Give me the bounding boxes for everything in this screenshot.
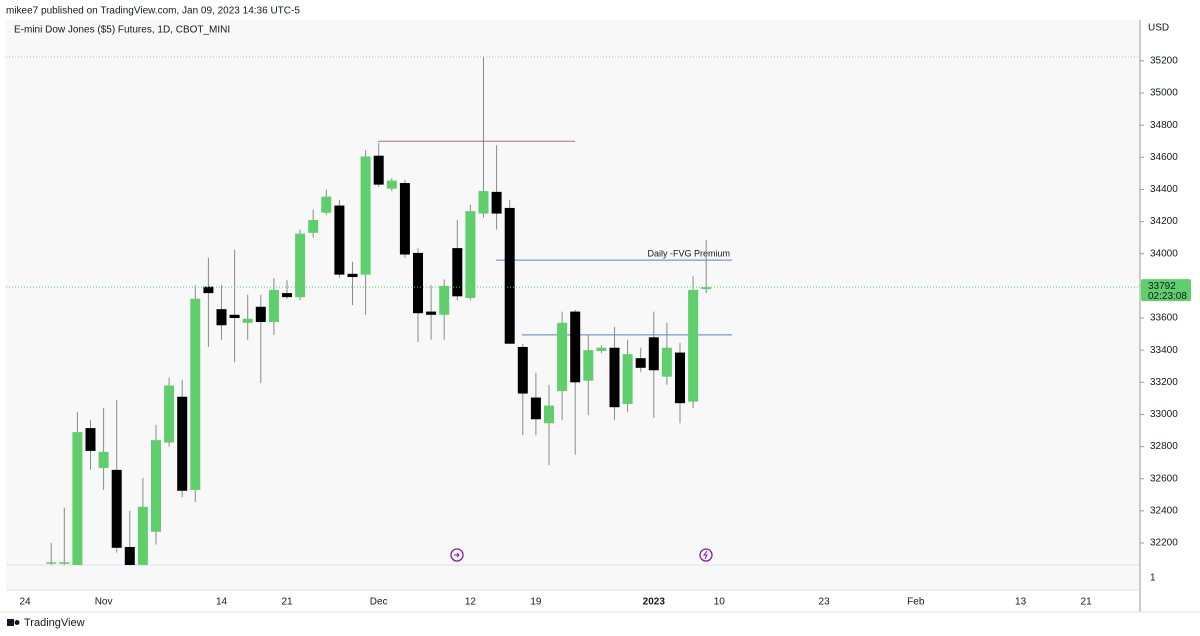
candle-body [347, 273, 358, 278]
candle-body [504, 207, 515, 344]
y-tick-label: 34800 [1150, 120, 1178, 131]
y-tick-label: 34000 [1150, 248, 1178, 259]
candle-body [570, 311, 581, 383]
candle-body [360, 156, 371, 275]
y-tick-label: 33600 [1150, 313, 1178, 324]
candle-body [465, 211, 476, 298]
brand: TradingView [24, 617, 85, 629]
y-tick-label: 34200 [1150, 216, 1178, 227]
x-tick-label: Dec [370, 597, 388, 608]
candle-body [373, 155, 384, 185]
candle-body [439, 285, 450, 315]
candle-body [426, 311, 437, 315]
candle-body [609, 347, 620, 408]
y-tick-label: 35000 [1150, 88, 1178, 99]
candle-body [203, 286, 214, 294]
candle-body [648, 337, 659, 371]
y-tick-label: 33000 [1150, 409, 1178, 420]
x-tick-label: 21 [1081, 597, 1093, 608]
candle-body [242, 318, 253, 323]
y-tick-label: 33200 [1150, 377, 1178, 388]
candle-body [216, 309, 227, 326]
y-tick-label: 35200 [1150, 56, 1178, 67]
level-label: Daily -FVG Premium [647, 249, 730, 259]
plot: Daily -FVG Premium [6, 56, 1140, 565]
candle-body [268, 289, 279, 323]
candle-body [72, 432, 83, 565]
event-icon [450, 548, 464, 562]
candle-body [452, 248, 463, 297]
candle-body [308, 219, 319, 233]
candle-body [557, 322, 568, 392]
candle-body [661, 347, 672, 377]
y-tick-label: 34600 [1150, 152, 1178, 163]
chart-title: E-mini Dow Jones ($5) Futures, 1D, CBOT_… [14, 25, 230, 36]
candle-body [46, 562, 57, 564]
tv-logo [7, 619, 20, 626]
candle-body [229, 314, 240, 319]
x-tick-label: 23 [819, 597, 831, 608]
x-tick-label: Feb [907, 597, 925, 608]
x-tick-label: 21 [281, 597, 293, 608]
candle-body [177, 396, 188, 491]
candle-body [321, 196, 332, 213]
event-icon [699, 548, 713, 562]
publisher: mikee7 published on TradingView.com, Jan… [6, 6, 300, 17]
candle-body [98, 451, 109, 468]
x-tick-label: 13 [1015, 597, 1027, 608]
last-price-tag [1141, 279, 1191, 302]
candle-body [59, 562, 70, 564]
x-tick-label: 12 [465, 597, 477, 608]
y-tick-label: 32800 [1150, 441, 1178, 452]
candle-body [151, 440, 161, 532]
y-tick-label: 32400 [1150, 505, 1178, 516]
candle-body [583, 350, 594, 381]
candle-body [491, 191, 502, 214]
candle-body [478, 191, 489, 214]
currency: USD [1148, 23, 1169, 34]
candle-body [399, 183, 410, 255]
y-tick-label: 33400 [1150, 345, 1178, 356]
y-tick-label: 32200 [1150, 538, 1178, 549]
candle-body [190, 298, 201, 490]
candle-body [701, 287, 712, 290]
candle-body [334, 205, 345, 275]
candle-body [164, 385, 175, 443]
candle-body [544, 405, 554, 424]
candle-body [688, 289, 699, 402]
candle-body [530, 397, 541, 420]
x-tick-label: 14 [216, 597, 228, 608]
candle-body [85, 428, 96, 451]
candle-body [675, 352, 685, 404]
x-tick-label: 10 [714, 597, 726, 608]
candle-body [295, 233, 306, 298]
x-tick-label: 2023 [643, 597, 666, 608]
x-tick-label: 24 [19, 597, 31, 608]
candle-body [596, 347, 607, 351]
x-tick-label: Nov [95, 597, 113, 608]
x-tick-label: 19 [530, 597, 542, 608]
last-price-label: 33792 [1148, 281, 1176, 292]
candle-body [413, 252, 423, 314]
candle-body [124, 547, 135, 565]
candle-body [111, 469, 122, 548]
y-tick-label: 34400 [1150, 184, 1178, 195]
candle-body [386, 180, 397, 189]
candle-body [282, 293, 292, 298]
candle-body [517, 346, 528, 394]
candle-body [622, 354, 633, 404]
y-tick-label: 32600 [1150, 473, 1178, 484]
candle-body [255, 306, 266, 323]
plot-background [6, 20, 1140, 590]
lower-pane-tick-label: 1 [1150, 573, 1156, 584]
candle-body [137, 506, 148, 565]
countdown: 02:23:08 [1148, 291, 1187, 302]
candle-body [635, 358, 646, 368]
